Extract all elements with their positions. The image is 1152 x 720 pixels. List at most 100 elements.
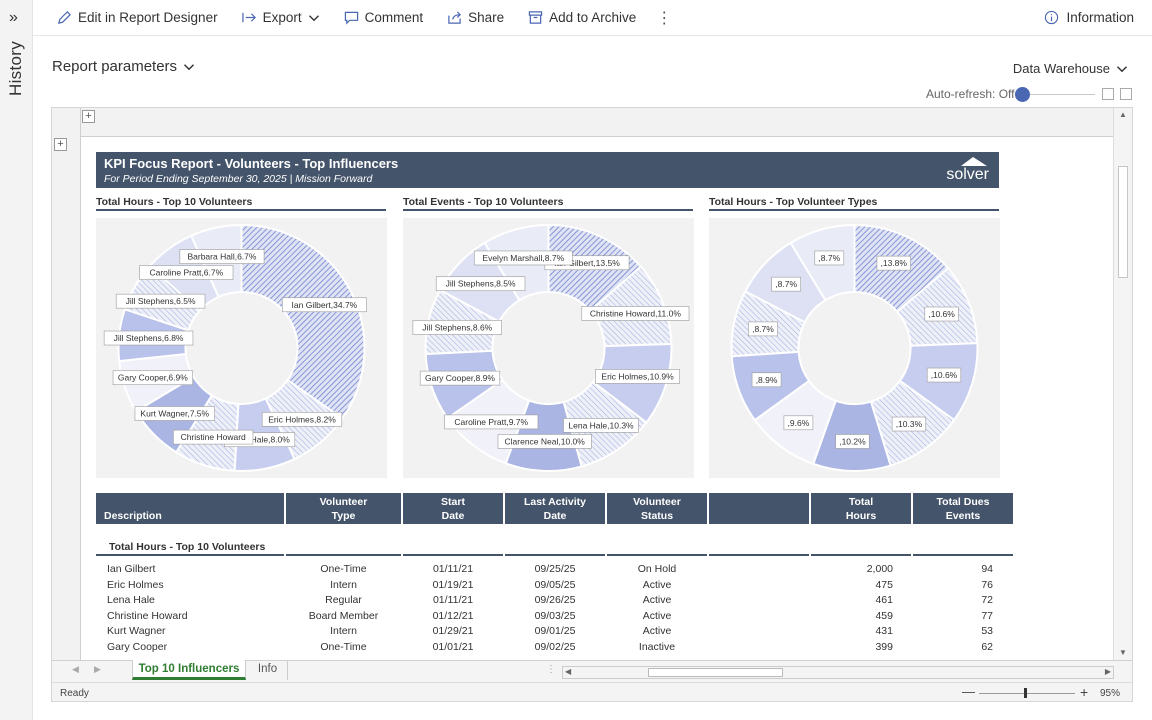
table-cell: Active: [642, 594, 672, 606]
table-cell: On Hold: [637, 563, 677, 575]
share-label: Share: [468, 10, 505, 25]
table-cell: 94: [981, 563, 993, 575]
table-cell: 399: [875, 640, 893, 653]
zoom-in-button[interactable]: +: [1080, 684, 1089, 700]
svg-text:Caroline Pratt,6.7%: Caroline Pratt,6.7%: [149, 268, 223, 278]
auto-refresh-label: Auto-refresh: Off: [926, 87, 1015, 101]
scroll-up-icon[interactable]: ▲: [1119, 110, 1127, 119]
scroll-down-icon[interactable]: ▼: [1119, 648, 1127, 657]
svg-text:Jill Stephens,6.8%: Jill Stephens,6.8%: [114, 333, 184, 343]
table-row: Lena Hale Regular 01/11/21 09/26/25 Active 46…: [96, 594, 1014, 609]
information-button[interactable]: Information: [1044, 10, 1134, 25]
svg-text:Kurt Wagner,7.5%: Kurt Wagner,7.5%: [140, 408, 209, 418]
slice-label: ,8.7%: [814, 250, 845, 266]
table-cell: One-Time: [320, 640, 367, 653]
vertical-scroll-thumb[interactable]: [1118, 166, 1128, 278]
svg-text:,8.9%: ,8.9%: [756, 375, 778, 385]
scroll-left-icon[interactable]: ◀: [565, 667, 572, 676]
svg-text:,9.6%: ,9.6%: [788, 418, 810, 428]
report-subtitle: For Period Ending September 30, 2025 | M…: [104, 173, 373, 185]
svg-text:,8.7%: ,8.7%: [775, 279, 797, 289]
prev-sheet-icon[interactable]: ◀: [72, 664, 79, 674]
tab-splitter-handle[interactable]: ⋮: [546, 664, 556, 675]
col-header-description: Description: [96, 493, 284, 524]
status-ready: Ready: [60, 688, 89, 699]
vertical-scrollbar[interactable]: ▲ ▼: [1113, 108, 1132, 660]
table-cell: Regular: [325, 594, 362, 606]
report-parameters-label: Report parameters: [52, 58, 178, 75]
pencil-icon: [58, 11, 71, 24]
col-header-type: Volunteer Type: [286, 493, 401, 524]
history-label[interactable]: History: [6, 41, 25, 96]
grid-icon[interactable]: [1120, 88, 1132, 100]
auto-refresh-slider[interactable]: [1015, 87, 1095, 102]
svg-text:Barbara Hall,6.7%: Barbara Hall,6.7%: [187, 252, 256, 262]
zoom-slider-thumb[interactable]: [1024, 688, 1027, 698]
col-header-status: Volunteer Status: [607, 493, 707, 524]
expand-history-icon[interactable]: »: [9, 9, 18, 26]
archive-label: Add to Archive: [549, 10, 637, 25]
horizontal-scroll-thumb[interactable]: [648, 668, 783, 677]
table-cell: 53: [981, 625, 993, 637]
add-to-archive-button[interactable]: Add to Archive: [528, 10, 636, 25]
table-cell: 09/03/25: [534, 609, 576, 622]
table-cell: Gary Cooper: [107, 640, 168, 653]
expand-icon[interactable]: [1102, 88, 1114, 100]
status-bar: Ready — + 95%: [52, 682, 1132, 701]
slice-label: Evelyn Marshall,8.7%: [473, 250, 573, 266]
svg-text:Jill Stephens,8.5%: Jill Stephens,8.5%: [446, 279, 516, 289]
slider-knob[interactable]: [1015, 87, 1030, 102]
toolbar: Edit in Report Designer Export Comment S…: [33, 0, 1152, 36]
next-sheet-icon[interactable]: ▶: [94, 664, 101, 674]
table-cell: Board Member: [308, 609, 379, 622]
donut-chart-events: Ian Gilbert,13.5% Christine Howard,11.0% E…: [403, 218, 694, 478]
data-source-dropdown[interactable]: Data Warehouse: [1013, 61, 1128, 76]
export-button[interactable]: Export: [241, 10, 320, 25]
col-header-last-activity: Last Activity Date: [505, 493, 605, 524]
expand-column-group-button[interactable]: +: [82, 110, 95, 123]
svg-text:,10.3%: ,10.3%: [896, 419, 923, 429]
zoom-out-button[interactable]: —: [962, 684, 975, 699]
information-label: Information: [1066, 10, 1134, 25]
table-cell: 2,000: [866, 563, 893, 575]
svg-text:Ian Gilbert,13.5%: Ian Gilbert,13.5%: [554, 258, 620, 268]
table-cell: 461: [875, 594, 893, 606]
svg-text:Eric Holmes,10.9%: Eric Holmes,10.9%: [601, 371, 674, 381]
horizontal-scrollbar[interactable]: ◀ ▶: [562, 666, 1114, 679]
edit-in-report-designer-button[interactable]: Edit in Report Designer: [57, 10, 218, 25]
slice-label: Jill Stephens,6.8%: [103, 330, 194, 346]
section-title: Total Hours - Top 10 Volunteers: [109, 541, 266, 553]
tab-top-10-influencers[interactable]: Top 10 Influencers: [132, 660, 246, 680]
svg-text:Lena Hale,10.3%: Lena Hale,10.3%: [568, 420, 634, 430]
share-button[interactable]: Share: [447, 10, 504, 25]
slice-label: Gary Cooper,8.9%: [419, 370, 501, 386]
table-cell: Eric Holmes: [107, 578, 164, 591]
svg-text:Evelyn Marshall,8.7%: Evelyn Marshall,8.7%: [482, 253, 564, 263]
slice-label: ,13.8%: [876, 255, 911, 271]
slice-label: ,10.2%: [835, 434, 870, 449]
svg-text:Jill Stephens,8.6%: Jill Stephens,8.6%: [422, 322, 492, 332]
table-cell: 09/01/25: [534, 625, 576, 637]
slice-label: Jill Stephens,6.5%: [115, 293, 206, 309]
table-cell: 431: [875, 625, 893, 637]
scroll-right-icon[interactable]: ▶: [1104, 667, 1111, 676]
expand-row-group-button[interactable]: +: [54, 138, 67, 151]
zoom-slider-track[interactable]: [979, 693, 1075, 694]
table-cell: 09/26/25: [534, 594, 576, 606]
slice-label: ,8.7%: [748, 321, 778, 337]
comment-button[interactable]: Comment: [344, 10, 423, 25]
table-cell: Christine Howard: [107, 609, 188, 622]
table-cell: 62: [981, 640, 993, 653]
sheet-tab-bar: ◀ ▶ Top 10 Influencers Info ⋮ ◀ ▶: [52, 660, 1132, 682]
report-parameters-toggle[interactable]: Report parameters: [52, 58, 195, 75]
chart-title-events: Total Events - Top 10 Volunteers: [403, 196, 693, 211]
tab-info[interactable]: Info: [248, 660, 288, 680]
chart-title-hours: Total Hours - Top 10 Volunteers: [96, 196, 386, 211]
col-header-total-hours: Total Hours: [811, 493, 911, 524]
svg-text:,10.6%: ,10.6%: [931, 370, 958, 380]
slice-label: Christine Howard,11.0%: [581, 306, 690, 321]
svg-text:,8.7%: ,8.7%: [752, 324, 774, 334]
more-options-icon[interactable]: ⋮: [656, 9, 673, 27]
table-cell: 76: [981, 578, 993, 591]
col-header-start-date: Start Date: [403, 493, 503, 524]
